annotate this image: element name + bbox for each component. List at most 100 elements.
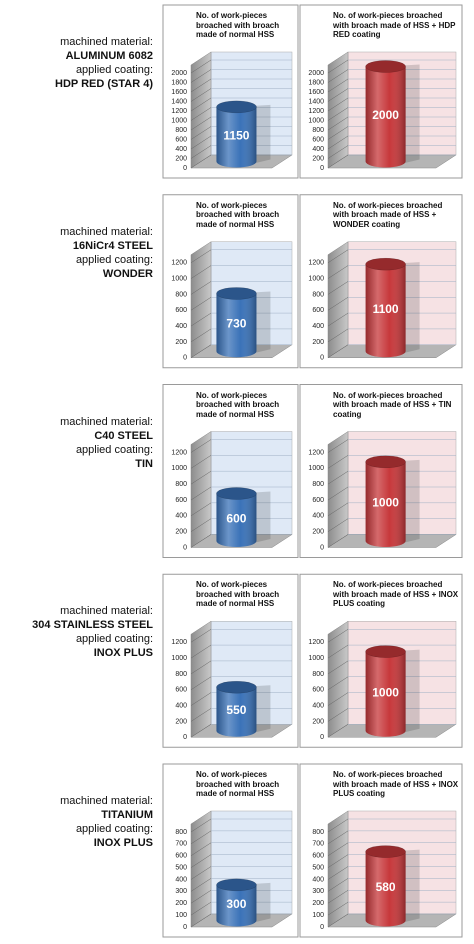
- coating: TIN: [135, 457, 153, 470]
- grid-line-side: [190, 265, 212, 279]
- grid-line-side: [190, 518, 212, 532]
- y-tick-label: 200: [312, 718, 324, 725]
- y-tick-label: 0: [183, 544, 187, 551]
- coating: INOX PLUS: [93, 837, 153, 849]
- y-tick-label: 600: [312, 136, 324, 143]
- grid-line-side: [327, 78, 349, 93]
- chart-title: No. of work-pieces broached with broach …: [196, 11, 280, 39]
- grid-line-side: [327, 116, 349, 131]
- chart-title: No. of work-pieces broached with broach …: [333, 770, 459, 798]
- y-tick-label: 1000: [171, 655, 187, 662]
- grid-line-side: [327, 901, 349, 916]
- side-wall: [327, 431, 349, 548]
- panel-frame: [299, 194, 463, 369]
- y-tick-label: 1000: [171, 117, 187, 124]
- bar-top-shade: [365, 645, 406, 658]
- y-tick-label: 1200: [308, 639, 324, 646]
- y-tick-label: 700: [312, 841, 324, 848]
- y-tick-label: 400: [175, 513, 187, 520]
- grid-line-side: [190, 312, 212, 327]
- value-label: 730: [226, 317, 246, 331]
- y-tick-label: 200: [312, 529, 324, 536]
- y-tick-label: 0: [320, 355, 324, 362]
- y-tick-label: 800: [175, 671, 187, 678]
- y-tick-label: 0: [320, 165, 324, 172]
- bar-shading: [216, 106, 257, 168]
- y-tick-label: 800: [312, 671, 324, 678]
- grid-line-side: [327, 866, 349, 880]
- material: TITANIUM: [101, 809, 153, 821]
- value-label: 2000: [372, 108, 399, 122]
- bar-top: [365, 257, 406, 271]
- grid-line-side: [327, 135, 349, 150]
- y-tick-label: 0: [320, 734, 324, 741]
- material-label: machined material:: [60, 415, 153, 428]
- y-tick-label: 0: [320, 924, 324, 931]
- grid-line-side: [327, 470, 349, 485]
- y-tick-label: 1800: [308, 79, 324, 86]
- y-tick-label: 600: [175, 853, 187, 860]
- grid-line-side: [190, 249, 212, 263]
- y-tick-label: 1200: [308, 260, 324, 267]
- panel-frame: [299, 763, 463, 938]
- row-label: machined material: C40 STEEL applied coati…: [0, 415, 153, 471]
- panel-frame: [162, 4, 299, 179]
- value-label: 1150: [223, 128, 249, 142]
- y-tick-label: 500: [312, 864, 324, 871]
- grid-line-side: [190, 692, 212, 706]
- grid-line-side: [327, 59, 349, 74]
- y-tick-label: 600: [312, 687, 324, 694]
- grid-line-side: [190, 154, 212, 169]
- grid-line-side: [327, 265, 349, 279]
- y-tick-label: 1200: [308, 108, 324, 115]
- y-tick-label: 200: [175, 339, 187, 346]
- chart-title: No. of work-pieces broached with broach …: [196, 580, 280, 609]
- y-tick-label: 200: [312, 900, 324, 907]
- grid-line-side: [190, 708, 212, 722]
- grid-line-side: [190, 59, 212, 74]
- bar-top: [216, 100, 257, 114]
- grid-line-side: [327, 344, 349, 358]
- row-label: machined material: 16NiCr4 STEEL applied c…: [0, 225, 153, 281]
- grid-line-side: [327, 724, 349, 738]
- y-tick-label: 600: [175, 307, 187, 314]
- grid-line-side: [190, 913, 212, 928]
- side-wall: [327, 241, 349, 359]
- bar-top-shade: [365, 60, 406, 73]
- material: ALUMINUM 6082: [65, 50, 153, 62]
- chart-title: No. of work-pieces broached with broach …: [333, 390, 452, 419]
- panel-frame: [299, 384, 463, 558]
- bar-shading: [216, 493, 257, 547]
- bar-top: [365, 845, 406, 858]
- y-tick-label: 1000: [308, 465, 324, 472]
- material: C40 STEEL: [94, 429, 153, 442]
- y-tick-label: 400: [175, 323, 187, 330]
- y-tick-label: 600: [175, 497, 187, 504]
- y-tick-label: 800: [175, 291, 187, 298]
- row-label: machined material: 304 STAINLESS STEEL app…: [0, 604, 153, 660]
- grid-line-side: [190, 69, 212, 83]
- y-tick-label: 0: [183, 355, 187, 362]
- bar-shading: [365, 851, 406, 927]
- y-tick-label: 200: [312, 155, 324, 162]
- chart-title: No. of work-pieces broached with broach …: [333, 11, 456, 39]
- y-tick-label: 400: [312, 323, 324, 330]
- y-tick-label: 1000: [308, 117, 324, 124]
- material-label: machined material:: [60, 605, 153, 618]
- grid-line-side: [327, 154, 349, 169]
- grid-line-side: [190, 878, 212, 892]
- value-label: 600: [226, 511, 246, 525]
- grid-line-side: [327, 88, 349, 102]
- y-tick-label: 1600: [171, 89, 187, 96]
- grid-line-side: [190, 842, 212, 856]
- bar-top: [216, 878, 257, 892]
- y-tick-label: 400: [175, 702, 187, 709]
- side-wall: [190, 431, 212, 548]
- grid-line-side: [327, 708, 349, 722]
- y-tick-label: 0: [320, 544, 324, 551]
- chart-title: No. of work-pieces broached with broach …: [196, 770, 280, 798]
- y-tick-label: 400: [312, 876, 324, 883]
- y-tick-label: 200: [175, 529, 187, 536]
- y-tick-label: 800: [175, 481, 187, 488]
- y-tick-label: 600: [175, 687, 187, 694]
